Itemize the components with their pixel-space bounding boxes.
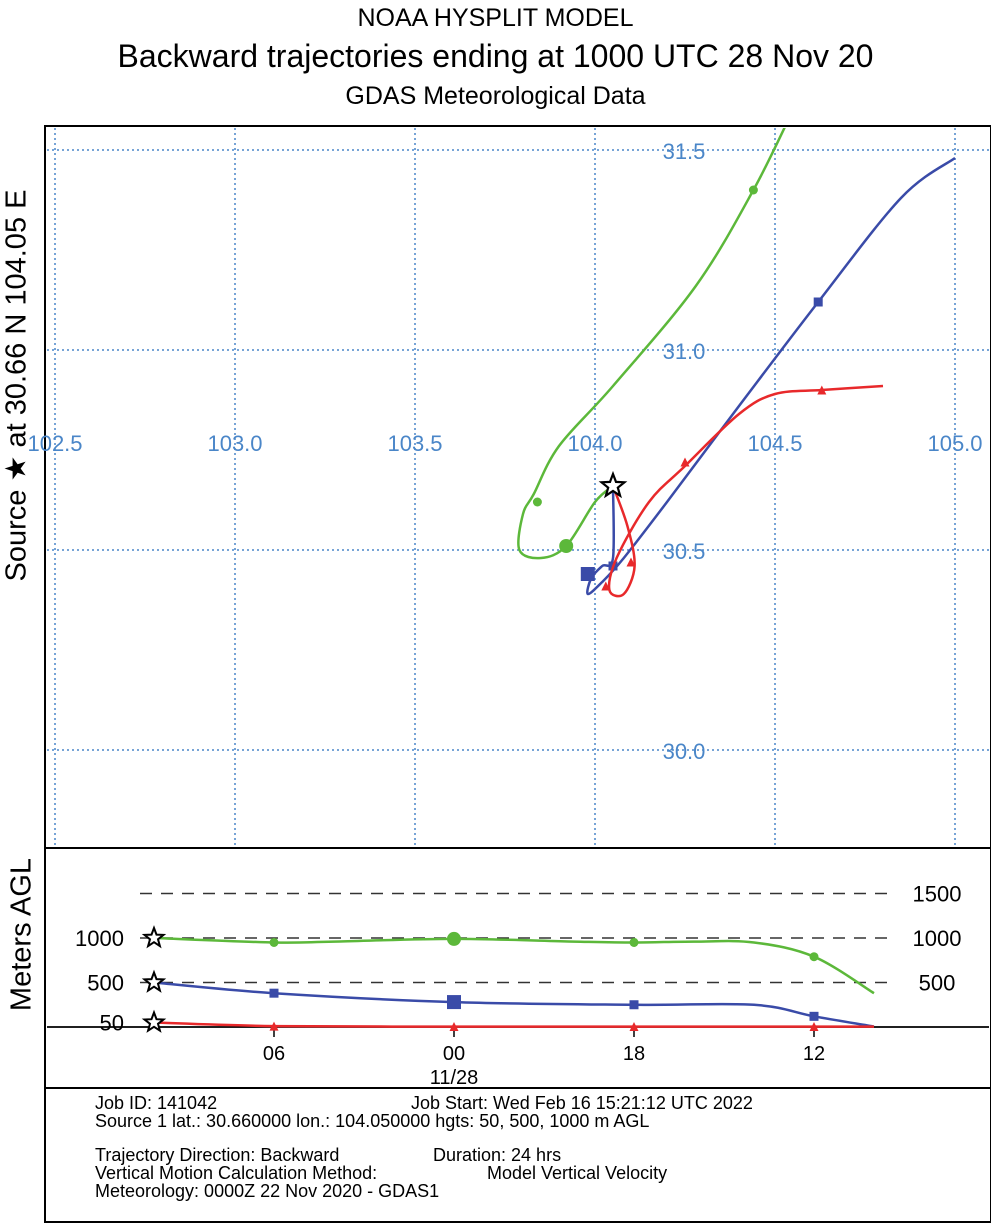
trajectory-marker-green bbox=[532, 497, 542, 507]
time-tick-label: 12 bbox=[803, 1043, 825, 1065]
lat-tick-label: 30.5 bbox=[663, 539, 706, 564]
lat-tick-label: 31.5 bbox=[663, 139, 706, 164]
height-line-red bbox=[153, 1021, 874, 1028]
height-line-blue bbox=[153, 981, 875, 1028]
trajectory-line-red bbox=[607, 384, 884, 598]
trajectory-marker-red bbox=[626, 557, 636, 567]
left-height-label: 500 bbox=[87, 971, 124, 996]
height-line-green bbox=[153, 936, 875, 995]
job-start: Job Start: Wed Feb 16 15:21:12 UTC 2022 bbox=[411, 1093, 753, 1113]
trajectory-marker-green bbox=[559, 539, 574, 553]
height-marker-red bbox=[809, 1022, 819, 1032]
trajectory-marker-red bbox=[680, 457, 690, 467]
height-marker-red bbox=[449, 1022, 459, 1032]
right-height-label: 500 bbox=[919, 971, 956, 996]
height-start-star bbox=[141, 1009, 167, 1033]
height-marker-red bbox=[269, 1021, 279, 1031]
trajectory-marker-blue bbox=[813, 297, 823, 307]
lon-tick-label: 104.5 bbox=[747, 431, 802, 456]
time-tick-label: 06 bbox=[263, 1043, 285, 1065]
lon-tick-label: 105.0 bbox=[927, 431, 982, 456]
right-height-label: 1000 bbox=[913, 926, 962, 951]
trajectory-marker-green bbox=[748, 185, 758, 195]
job-info-block: Job ID: 141042 Job Start: Wed Feb 16 15:2… bbox=[95, 1094, 955, 1200]
vertical-motion-value: Model Vertical Velocity bbox=[487, 1163, 668, 1183]
lon-tick-label: 102.5 bbox=[27, 431, 82, 456]
title-line-1: NOAA HYSPLIT MODEL bbox=[357, 4, 634, 32]
height-marker-red bbox=[629, 1022, 639, 1032]
vertical-motion-label: Vertical Motion Calculation Method: bbox=[95, 1163, 378, 1183]
trajectory-line-blue bbox=[586, 156, 956, 596]
lat-tick-label: 30.0 bbox=[663, 739, 706, 764]
height-marker-blue bbox=[447, 995, 461, 1010]
height-marker-blue bbox=[269, 988, 279, 998]
trajectory-direction: Trajectory Direction: Backward bbox=[95, 1145, 340, 1165]
duration: Duration: 24 hrs bbox=[433, 1145, 562, 1165]
height-start-star bbox=[141, 925, 167, 949]
height-marker-green bbox=[447, 931, 461, 946]
lon-tick-label: 103.0 bbox=[207, 431, 262, 456]
lon-tick-label: 103.5 bbox=[387, 431, 442, 456]
trajectory-marker-red bbox=[817, 385, 827, 395]
height-marker-green bbox=[629, 937, 639, 947]
height-marker-blue bbox=[809, 1011, 819, 1021]
left-height-label: 50 bbox=[100, 1011, 124, 1036]
meteorology: Meteorology: 0000Z 22 Nov 2020 - GDAS1 bbox=[95, 1181, 440, 1201]
height-start-star bbox=[141, 969, 167, 993]
source-star-marker bbox=[598, 470, 628, 499]
job-id: Job ID: 141042 bbox=[95, 1093, 218, 1113]
right-height-label: 1500 bbox=[913, 882, 962, 907]
time-tick-label: 00 bbox=[443, 1043, 465, 1065]
trajectory-line-green bbox=[517, 128, 786, 560]
height-marker-green bbox=[269, 937, 279, 947]
trajectory-marker-blue bbox=[580, 567, 595, 581]
title-line-3: GDAS Meteorological Data bbox=[345, 82, 646, 110]
lat-tick-label: 31.0 bbox=[663, 339, 706, 364]
height-marker-green bbox=[809, 952, 819, 962]
time-tick-label: 18 bbox=[623, 1043, 645, 1065]
left-height-label: 1000 bbox=[75, 926, 124, 951]
figure-frame bbox=[44, 125, 991, 1223]
source-info: Source 1 lat.: 30.660000 lon.: 104.05000… bbox=[95, 1111, 650, 1131]
date-label: 11/28 bbox=[430, 1067, 479, 1089]
title-line-2: Backward trajectories ending at 1000 UTC… bbox=[117, 38, 874, 74]
lon-tick-label: 104.0 bbox=[567, 431, 622, 456]
trajectory-marker-red bbox=[601, 581, 611, 591]
height-marker-blue bbox=[629, 1000, 639, 1010]
